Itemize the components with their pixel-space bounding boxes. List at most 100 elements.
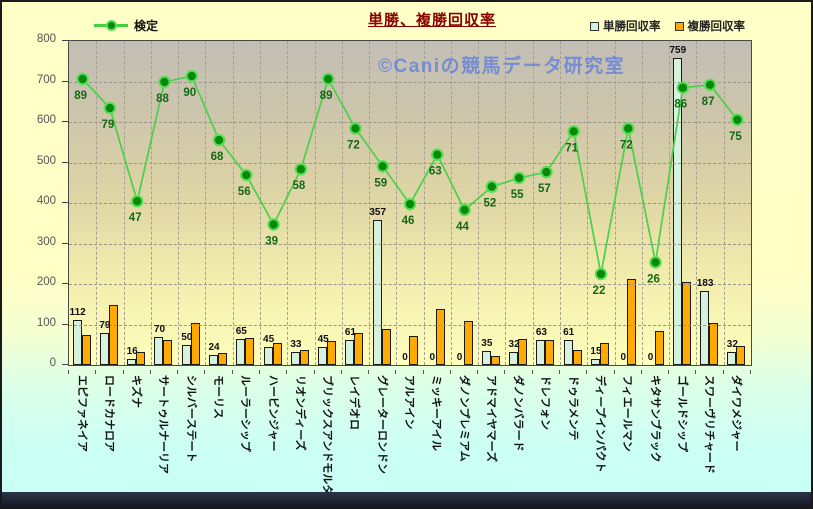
bar-win xyxy=(209,355,219,365)
bar-value-label: 0 xyxy=(647,352,654,363)
category-label: ゴールドシップ xyxy=(675,375,688,452)
h-gridline xyxy=(69,162,751,164)
v-gridline xyxy=(560,41,562,365)
category-label: キズナ xyxy=(130,375,143,408)
line-point-label: 55 xyxy=(511,189,524,201)
line-point-label: 75 xyxy=(729,131,742,143)
x-tick-mark xyxy=(422,370,424,374)
x-tick-mark xyxy=(286,370,288,374)
bar-place xyxy=(490,356,500,365)
line-point-marker xyxy=(185,69,198,83)
v-gridline xyxy=(205,41,207,365)
y-tick-label: 600 xyxy=(36,114,56,126)
bar-place xyxy=(136,352,146,365)
bar-place xyxy=(190,323,200,365)
bar-value-label: 45 xyxy=(263,333,275,345)
category-label: レイデオロ xyxy=(348,375,361,430)
v-gridline xyxy=(178,41,180,365)
v-gridline xyxy=(723,41,725,365)
line-point-marker xyxy=(294,163,308,176)
line-point-label: 26 xyxy=(647,273,660,285)
bar-win xyxy=(727,352,737,365)
line-point-label: 88 xyxy=(156,93,169,105)
y-tick-label: 0 xyxy=(49,357,56,369)
category-label: ルーラーシップ xyxy=(239,375,252,452)
line-point-label: 72 xyxy=(620,139,633,151)
x-tick-mark xyxy=(504,370,506,374)
v-gridline xyxy=(532,41,534,365)
line-point-label: 68 xyxy=(211,151,224,163)
bar-value-label: 32 xyxy=(726,339,738,351)
v-gridline xyxy=(232,41,234,365)
v-gridline xyxy=(96,41,98,365)
category-label: ミッキーアイル xyxy=(430,375,443,452)
bar-value-label: 33 xyxy=(290,338,302,350)
y-tick-label: 100 xyxy=(36,316,56,329)
x-tick-mark xyxy=(640,370,642,374)
v-gridline xyxy=(341,41,343,365)
bar-value-label: 70 xyxy=(153,323,166,335)
bar-place xyxy=(463,321,473,365)
bar-place xyxy=(599,343,609,365)
bar-win xyxy=(72,319,82,365)
bar-place xyxy=(736,345,746,365)
bar-place xyxy=(108,305,118,365)
category-label: サートゥルナーリア xyxy=(157,375,170,474)
x-tick-mark xyxy=(340,370,342,374)
y-tick-label: 800 xyxy=(36,33,56,45)
line-point-label: 89 xyxy=(74,90,87,102)
line-point-marker xyxy=(403,197,417,211)
bar-win xyxy=(318,346,328,365)
line-point-marker xyxy=(458,203,471,217)
bar-win xyxy=(590,358,600,365)
bar-value-label: 0 xyxy=(402,352,408,363)
bar-win xyxy=(372,220,382,365)
x-tick-mark xyxy=(722,370,724,374)
bar-win xyxy=(672,57,682,365)
line-series-svg: 89 79 47 88 90 68 56 39 58 89 72 59 46 63 44 52 55 57 71 22… xyxy=(74,69,744,297)
bottom-strip xyxy=(2,492,811,507)
bar-place xyxy=(572,350,582,365)
y-tick-mark xyxy=(62,80,68,82)
line-point-label: 89 xyxy=(320,90,333,102)
x-tick-mark xyxy=(122,370,124,374)
bar-place xyxy=(381,328,391,365)
y-tick-mark xyxy=(62,161,68,163)
bar-value-label: 0 xyxy=(620,352,627,363)
x-tick-mark xyxy=(95,370,97,374)
line-point-marker xyxy=(703,78,717,92)
category-label: ドゥラメンテ xyxy=(566,375,579,441)
x-tick-mark xyxy=(668,370,670,374)
bar-value-label: 79 xyxy=(99,320,111,332)
v-gridline xyxy=(123,41,125,365)
bar-value-label: 183 xyxy=(696,277,714,289)
legend-line-label: 検定 xyxy=(134,19,159,33)
line-point-label: 71 xyxy=(565,142,578,154)
bar-value-label: 61 xyxy=(344,327,356,339)
y-tick-mark xyxy=(62,323,68,325)
win-swatch-icon xyxy=(590,21,599,31)
bar-win xyxy=(236,338,246,365)
bar-value-label: 357 xyxy=(369,207,387,219)
y-tick-label: 400 xyxy=(36,195,56,207)
category-label: フィエールマン xyxy=(621,375,634,452)
bar-value-label: 15 xyxy=(590,345,602,357)
line-point-label: 87 xyxy=(702,96,715,108)
bar-win xyxy=(700,290,710,365)
h-gridline xyxy=(69,122,751,123)
y-axis: 0 100 200 300 400 500 600 700 800 xyxy=(2,33,68,369)
bar-value-label: 45 xyxy=(317,333,329,345)
category-label: シルバーステート xyxy=(184,375,197,463)
x-tick-mark xyxy=(613,370,615,374)
x-tick-mark xyxy=(750,370,751,374)
x-tick-mark xyxy=(586,370,588,374)
legend-place-label: 複勝回収率 xyxy=(687,21,746,33)
line-point-label: 57 xyxy=(538,183,551,195)
line-point-marker xyxy=(212,133,226,147)
bar-value-label: 16 xyxy=(126,345,138,357)
bar-win xyxy=(127,358,137,365)
v-gridline xyxy=(259,41,261,365)
category-label: グレーターロンドン xyxy=(375,375,388,474)
category-label: ダノンバラード xyxy=(512,375,525,452)
